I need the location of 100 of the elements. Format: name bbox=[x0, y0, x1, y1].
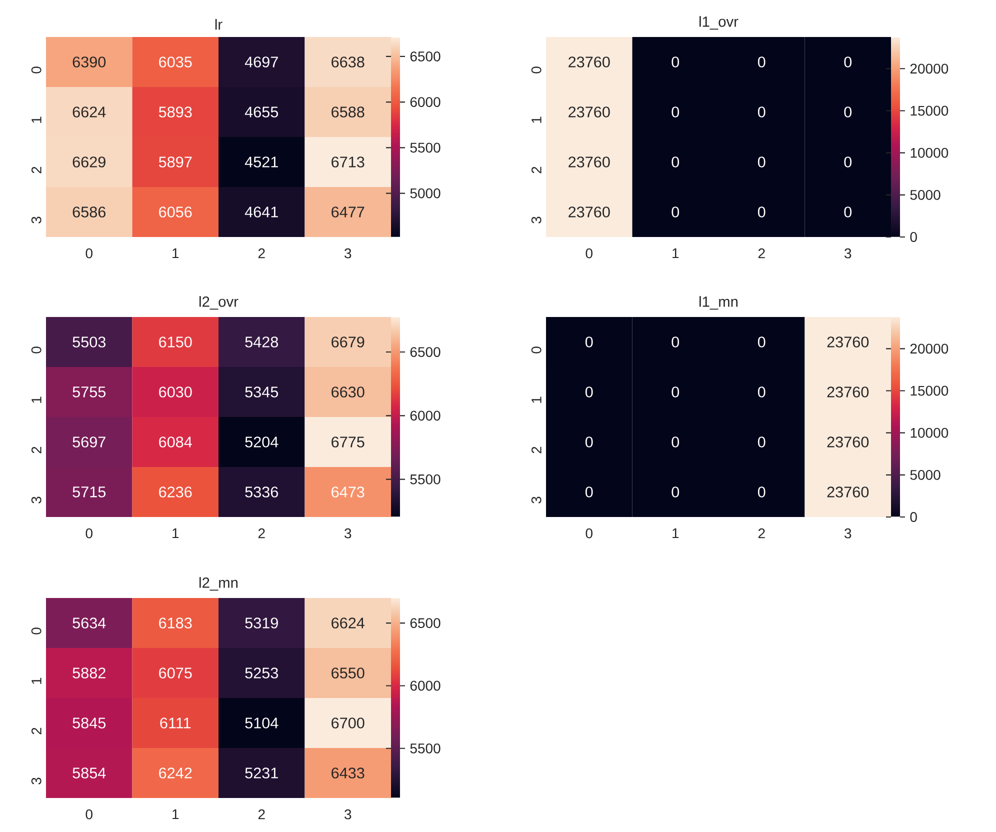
x-tick-label: 3 bbox=[344, 528, 352, 538]
color-bar-label: 6500 bbox=[410, 51, 440, 62]
y-tick-label: 3 bbox=[531, 496, 542, 504]
y-tick-label: 1 bbox=[532, 116, 542, 123]
data-label: 5715 bbox=[72, 486, 106, 498]
data-label: 23760 bbox=[827, 486, 869, 498]
color-bar-label: 15000 bbox=[910, 106, 948, 116]
data-label: 6586 bbox=[72, 206, 106, 218]
data-label: 5503 bbox=[72, 336, 106, 348]
color-bar-label: 20000 bbox=[910, 344, 948, 354]
data-label: 23760 bbox=[827, 386, 869, 398]
data-label: 6588 bbox=[332, 106, 364, 118]
y-tick-label: 1 bbox=[32, 116, 42, 123]
color-bar-label: 15000 bbox=[910, 386, 948, 396]
data-label: 0 bbox=[672, 386, 680, 398]
data-label: 0 bbox=[585, 336, 593, 348]
data-label: 5845 bbox=[72, 718, 106, 728]
data-label: 23760 bbox=[568, 156, 610, 168]
x-tick-label: 2 bbox=[258, 528, 265, 538]
x-tick-label: 3 bbox=[844, 248, 852, 258]
data-label: 23760 bbox=[827, 436, 869, 448]
y-tick-label: 1 bbox=[32, 396, 42, 403]
x-tick-label: 2 bbox=[758, 248, 765, 258]
data-label: 0 bbox=[758, 386, 766, 398]
data-label: 5882 bbox=[72, 668, 106, 678]
data-label: 0 bbox=[672, 486, 680, 498]
data-label: 0 bbox=[585, 486, 593, 498]
data-label: 6433 bbox=[332, 768, 364, 778]
data-label: 6713 bbox=[332, 156, 364, 168]
data-label: 0 bbox=[672, 336, 680, 348]
data-label: 6550 bbox=[332, 668, 364, 678]
color-bar-label: 5500 bbox=[410, 474, 440, 484]
x-tick-label: 1 bbox=[172, 528, 179, 538]
x-tick-label: 3 bbox=[344, 248, 352, 258]
color-bar-label: 10000 bbox=[910, 428, 948, 438]
x-tick-label: 0 bbox=[86, 809, 92, 820]
data-label: 0 bbox=[758, 56, 766, 68]
data-label: 5253 bbox=[245, 668, 278, 678]
x-tick-label: 0 bbox=[586, 248, 592, 258]
data-label: 5319 bbox=[245, 618, 278, 628]
data-label: 6035 bbox=[159, 56, 192, 68]
color-bar-label: 5000 bbox=[910, 470, 940, 480]
chart-title: l2_ovr bbox=[200, 296, 238, 310]
color-bar-label: 20000 bbox=[910, 64, 948, 74]
data-label: 6700 bbox=[332, 718, 364, 728]
chart-title: l1_ovr bbox=[700, 16, 738, 30]
data-label: 0 bbox=[672, 436, 680, 448]
data-label: 5204 bbox=[245, 436, 278, 448]
y-tick-label: 1 bbox=[532, 396, 542, 403]
data-label: 6150 bbox=[159, 336, 192, 348]
data-label: 6638 bbox=[332, 56, 364, 68]
data-label: 0 bbox=[844, 206, 852, 218]
data-label: 0 bbox=[758, 486, 766, 498]
y-tick-label: 0 bbox=[531, 66, 542, 74]
data-label: 6630 bbox=[332, 386, 364, 398]
data-label: 5697 bbox=[72, 436, 106, 448]
data-label: 0 bbox=[585, 436, 593, 448]
chart-title: lr bbox=[215, 19, 222, 30]
color-bar-label: 6500 bbox=[410, 618, 440, 628]
data-label: 0 bbox=[585, 386, 593, 398]
color-bar-label: 5000 bbox=[410, 188, 440, 198]
data-label: 6679 bbox=[332, 336, 364, 348]
color-bar-label: 6000 bbox=[410, 97, 440, 108]
data-label: 5893 bbox=[158, 106, 192, 118]
y-tick-label: 3 bbox=[31, 496, 42, 504]
color-bar-label: 0 bbox=[910, 512, 917, 522]
x-tick-label: 1 bbox=[672, 248, 679, 258]
x-tick-label: 0 bbox=[86, 528, 92, 538]
x-tick-label: 1 bbox=[672, 528, 679, 538]
y-tick-label: 0 bbox=[31, 346, 42, 354]
data-label: 6056 bbox=[159, 206, 192, 218]
data-label: 6236 bbox=[159, 486, 192, 498]
data-label: 6390 bbox=[72, 56, 106, 68]
data-label: 0 bbox=[758, 156, 766, 168]
data-label: 0 bbox=[758, 336, 766, 348]
data-label: 4641 bbox=[244, 206, 278, 218]
x-tick-label: 0 bbox=[86, 248, 92, 258]
y-tick-label: 3 bbox=[531, 216, 542, 224]
color-bar-label: 5500 bbox=[410, 142, 440, 153]
data-label: 5428 bbox=[245, 336, 278, 348]
y-tick-label: 2 bbox=[32, 728, 42, 734]
color-bar-label: 5500 bbox=[410, 743, 440, 754]
data-label: 6624 bbox=[332, 618, 364, 628]
data-label: 0 bbox=[844, 56, 852, 68]
data-label: 6629 bbox=[72, 156, 106, 168]
x-tick-label: 2 bbox=[758, 528, 765, 538]
data-label: 5854 bbox=[72, 768, 106, 778]
data-label: 0 bbox=[844, 156, 852, 168]
data-label: 23760 bbox=[568, 106, 610, 118]
y-tick-label: 3 bbox=[31, 216, 42, 224]
data-label: 6111 bbox=[160, 718, 191, 728]
data-label: 0 bbox=[758, 436, 766, 448]
x-tick-label: 2 bbox=[258, 248, 265, 258]
data-label: 6075 bbox=[159, 668, 192, 678]
data-label: 6084 bbox=[159, 436, 192, 448]
x-tick-label: 3 bbox=[844, 528, 852, 538]
data-label: 0 bbox=[672, 156, 680, 168]
color-bar-label: 6000 bbox=[410, 680, 440, 691]
data-label: 0 bbox=[672, 56, 680, 68]
data-label: 5345 bbox=[245, 386, 278, 398]
